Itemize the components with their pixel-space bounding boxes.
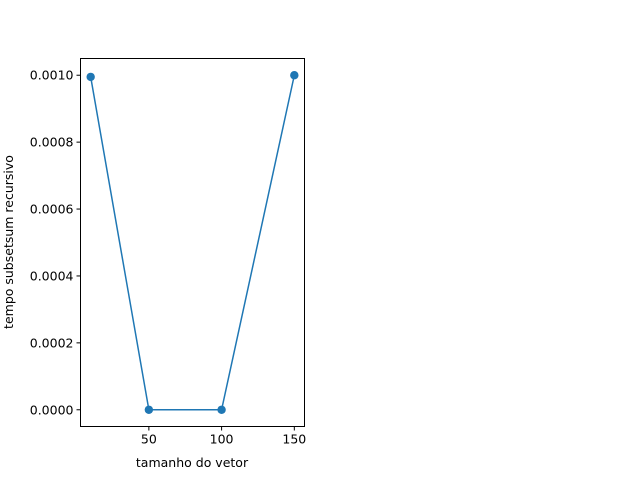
data-point — [290, 71, 299, 80]
y-tick-label: 0.0008 — [30, 135, 74, 150]
x-tick-label: 150 — [282, 432, 306, 447]
x-axis-label: tamanho do vetor — [136, 455, 249, 470]
x-axis-ticks: 50 100 150 — [141, 426, 306, 447]
y-tick-label: 0.0004 — [30, 268, 74, 283]
y-axis-ticks: 0.0000 0.0002 0.0004 0.0006 0.0008 0.0010 — [30, 68, 81, 417]
series-line — [89, 75, 296, 411]
plot-frame — [80, 58, 305, 427]
y-tick-label: 0.0010 — [30, 68, 74, 83]
plot-markers — [86, 71, 299, 414]
data-point — [144, 405, 154, 414]
y-tick-label: 0.0002 — [30, 335, 74, 350]
x-tick-label: 50 — [141, 432, 157, 447]
y-axis-label: tempo subsetsum recursivo — [1, 155, 16, 329]
y-tick-label: 0.0000 — [30, 402, 74, 417]
data-point — [217, 405, 226, 414]
data-point — [86, 72, 95, 82]
x-tick-label: 100 — [210, 432, 234, 447]
plot-lines — [89, 75, 296, 411]
y-tick-label: 0.0006 — [30, 202, 74, 217]
